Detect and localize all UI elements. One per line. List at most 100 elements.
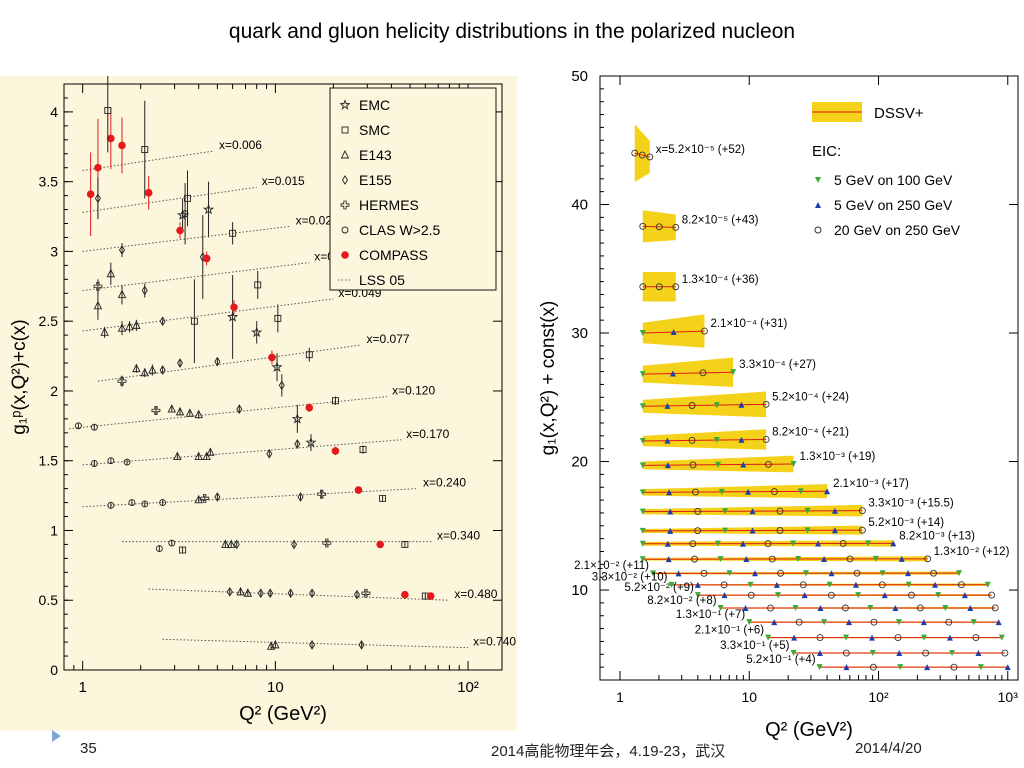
- bin-label: 2.1×10⁻⁴ (+31): [710, 318, 787, 330]
- dssv-band: [642, 484, 828, 499]
- bin-3: x=0.035: [82, 250, 358, 364]
- data-point: [354, 486, 363, 494]
- eic-circle-point: [878, 581, 886, 589]
- eic-green-point: [790, 461, 797, 468]
- legend-label: DSSV+: [874, 105, 924, 122]
- eic-blue-point: [920, 619, 927, 626]
- data-point: [194, 451, 203, 460]
- eic-circle-point: [688, 402, 696, 409]
- legend-marker: [340, 149, 350, 159]
- data-point: [176, 226, 184, 235]
- eic-circle-point: [988, 591, 996, 599]
- bin-5: 5.2×10⁻⁴ (+24): [639, 391, 849, 418]
- eic-circle-point: [777, 569, 784, 577]
- data-point: [297, 492, 304, 502]
- eic-blue-point: [892, 604, 899, 611]
- eic-blue-point: [946, 634, 953, 641]
- x-axis-label: Q² (GeV²): [765, 719, 853, 741]
- eic-green-point: [879, 570, 886, 577]
- bin-4: 3.3×10⁻⁴ (+27): [639, 357, 816, 387]
- eic-circle-point: [639, 283, 647, 291]
- eic-circle-point: [846, 555, 854, 563]
- bin-5: x=0.077: [97, 332, 410, 387]
- bin-label: x=0.740: [473, 635, 516, 649]
- eic-circle-point: [827, 591, 835, 599]
- lss05-fit-line: [69, 396, 388, 430]
- eic-circle-point: [957, 581, 965, 589]
- eic-blue-point: [898, 555, 905, 562]
- eic-circle-point: [869, 663, 877, 671]
- eic-circle-point: [631, 149, 639, 157]
- legend-marker: [814, 226, 822, 234]
- data-point: [181, 210, 189, 218]
- bin-19: 3.3×10⁻¹ (+5): [720, 640, 1009, 657]
- lss05-fit-line: [162, 638, 469, 649]
- data-point: [278, 380, 285, 391]
- eic-circle-point: [655, 283, 663, 291]
- eic-blue-point: [881, 592, 888, 599]
- eic-blue-point: [739, 540, 746, 547]
- data-point: [203, 203, 215, 215]
- eic-green-point: [956, 570, 963, 577]
- data-point: [100, 327, 109, 336]
- data-point: [291, 539, 298, 550]
- data-point: [141, 285, 148, 296]
- eic-blue-point: [670, 329, 677, 336]
- bin-7: x=0.170: [82, 427, 450, 467]
- x-tick-label: 10: [741, 689, 757, 705]
- page-number: 35: [80, 740, 97, 757]
- data-point: [426, 592, 435, 600]
- x-axis-label: Q² (GeV²): [239, 703, 327, 725]
- eic-blue-point: [664, 462, 671, 469]
- data-point: [107, 501, 115, 509]
- eic-circle-point: [853, 569, 861, 577]
- eic-circle-point: [747, 591, 755, 599]
- eic-circle-point: [768, 555, 776, 563]
- eic-green-point: [942, 604, 949, 611]
- dssv-band: [642, 357, 734, 387]
- eic-green-point: [920, 634, 927, 641]
- data-point: [233, 539, 240, 550]
- bin-label: x=0.077: [367, 332, 410, 346]
- eic-circle-point: [945, 618, 953, 626]
- lss05-fit-line: [82, 150, 215, 171]
- eic-circle-point: [894, 634, 902, 642]
- data-point: [173, 451, 182, 460]
- data-point: [107, 457, 115, 465]
- eic-blue-point: [843, 664, 850, 671]
- eic-circle-point: [870, 618, 878, 626]
- y-tick-label: 1: [50, 522, 58, 538]
- legend-label: 20 GeV on 250 GeV: [834, 222, 961, 238]
- data-point: [236, 404, 243, 414]
- data-point: [141, 500, 149, 508]
- y-tick-label: 10: [571, 582, 588, 599]
- eic-blue-point: [738, 436, 745, 443]
- data-point: [140, 367, 149, 377]
- legend-marker: [341, 126, 349, 134]
- data-point: [117, 289, 127, 299]
- eic-green-point: [639, 330, 646, 337]
- data-point: [214, 492, 221, 502]
- data-point: [267, 588, 274, 599]
- lss05-fit-line: [82, 225, 291, 252]
- bin-18: 2.1×10⁻¹ (+6): [695, 625, 1005, 642]
- eic-blue-point: [824, 488, 831, 495]
- legend-label: E143: [359, 147, 392, 163]
- eic-green-point: [714, 540, 721, 547]
- eic-blue-point: [721, 592, 728, 599]
- eic-circle-point: [694, 507, 702, 515]
- legend-label: CLAS W>2.5: [359, 222, 441, 238]
- bin-1: x=0.015: [82, 100, 305, 239]
- data-point: [118, 245, 126, 255]
- eic-blue-point: [791, 634, 798, 641]
- legend-title: EIC:: [812, 143, 841, 160]
- dssv-line: [642, 403, 767, 407]
- bin-1: 8.2×10⁻⁵ (+43): [639, 210, 759, 243]
- bin-16: 8.2×10⁻² (+8): [647, 595, 999, 612]
- bin-label: 8.2×10⁻² (+8): [647, 595, 717, 607]
- eic-green-point: [797, 488, 804, 495]
- eic-green-point: [855, 592, 862, 599]
- legend-marker: [339, 99, 351, 110]
- bin-20: 5.2×10⁻¹ (+4): [746, 654, 1011, 671]
- lss05-fit-line: [82, 186, 257, 213]
